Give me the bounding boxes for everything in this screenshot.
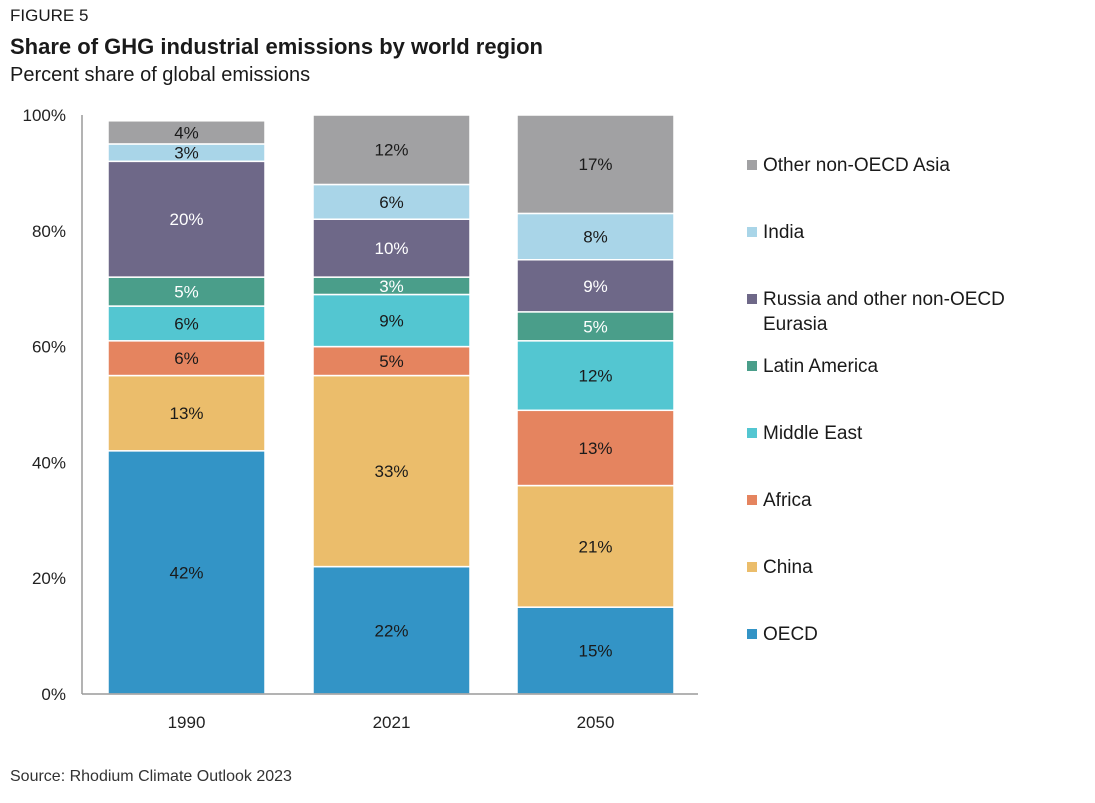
- data-label: 6%: [379, 193, 404, 212]
- data-label: 6%: [174, 349, 199, 368]
- data-label: 15%: [578, 642, 612, 661]
- data-label: 6%: [174, 314, 199, 333]
- data-label: 8%: [583, 228, 608, 247]
- x-tick-label: 2021: [373, 713, 411, 732]
- data-label: 3%: [379, 277, 404, 296]
- legend-label: Africa: [763, 490, 812, 511]
- data-label: 5%: [379, 352, 404, 371]
- bar-segment: [107, 374, 266, 452]
- data-label: 20%: [169, 210, 203, 229]
- chart-title: Share of GHG industrial emissions by wor…: [10, 34, 543, 59]
- bar-segment: [516, 311, 675, 342]
- bar-segment: [107, 276, 266, 307]
- legend-label: Russia and other non-OECD: [763, 289, 1005, 310]
- data-label: 12%: [578, 367, 612, 386]
- bar-segment: [516, 340, 675, 412]
- legend-label: OECD: [763, 624, 818, 645]
- bar-segment: [107, 160, 266, 278]
- data-label: 42%: [169, 563, 203, 582]
- legend-swatch: [747, 361, 757, 371]
- legend-swatch: [747, 227, 757, 237]
- data-label: 13%: [169, 404, 203, 423]
- bar-segment: [312, 114, 471, 186]
- bar-segment: [107, 340, 266, 377]
- data-label: 9%: [583, 277, 608, 296]
- legend-swatch: [747, 428, 757, 438]
- bar-segment: [312, 565, 471, 695]
- bar-segment: [107, 120, 266, 145]
- legend-label: Other non-OECD Asia: [763, 155, 950, 176]
- y-tick-label: 60%: [32, 338, 66, 357]
- y-tick-label: 20%: [32, 569, 66, 588]
- bar-segment: [516, 606, 675, 695]
- legend-swatch: [747, 495, 757, 505]
- data-label: 33%: [374, 462, 408, 481]
- legend-swatch: [747, 160, 757, 170]
- legend-label: Latin America: [763, 356, 879, 377]
- legend-swatch: [747, 562, 757, 572]
- bar-segment: [516, 114, 675, 215]
- legend-swatch: [747, 294, 757, 304]
- y-tick-label: 0%: [41, 685, 66, 704]
- data-label: 10%: [374, 239, 408, 258]
- data-label: 17%: [578, 155, 612, 174]
- x-tick-label: 1990: [168, 713, 206, 732]
- legend-label: India: [763, 222, 805, 243]
- legend-label: Middle East: [763, 423, 863, 444]
- data-label: 4%: [174, 123, 199, 142]
- bar-segment: [312, 293, 471, 348]
- data-label: 13%: [578, 439, 612, 458]
- data-label: 3%: [174, 144, 199, 163]
- y-tick-label: 80%: [32, 222, 66, 241]
- bar-segment: [312, 218, 471, 278]
- bar-segment: [312, 183, 471, 220]
- data-label: 22%: [374, 621, 408, 640]
- chart-subtitle: Percent share of global emissions: [10, 64, 311, 86]
- legend-label-continued: Eurasia: [763, 314, 828, 335]
- legend-swatch: [747, 629, 757, 639]
- bar-segment: [516, 484, 675, 608]
- data-label: 5%: [583, 317, 608, 336]
- figure-label: FIGURE 5: [10, 6, 89, 25]
- data-label: 9%: [379, 312, 404, 331]
- data-label: 5%: [174, 283, 199, 302]
- y-tick-label: 100%: [23, 106, 66, 125]
- data-label: 12%: [374, 141, 408, 160]
- source-note: Source: Rhodium Climate Outlook 2023: [10, 768, 292, 785]
- y-tick-label: 40%: [32, 453, 66, 472]
- data-label: 21%: [578, 537, 612, 556]
- legend-label: China: [763, 557, 813, 578]
- bar-segment: [312, 374, 471, 568]
- x-tick-label: 2050: [577, 713, 615, 732]
- bar-segment: [516, 259, 675, 313]
- bar-segment: [312, 345, 471, 377]
